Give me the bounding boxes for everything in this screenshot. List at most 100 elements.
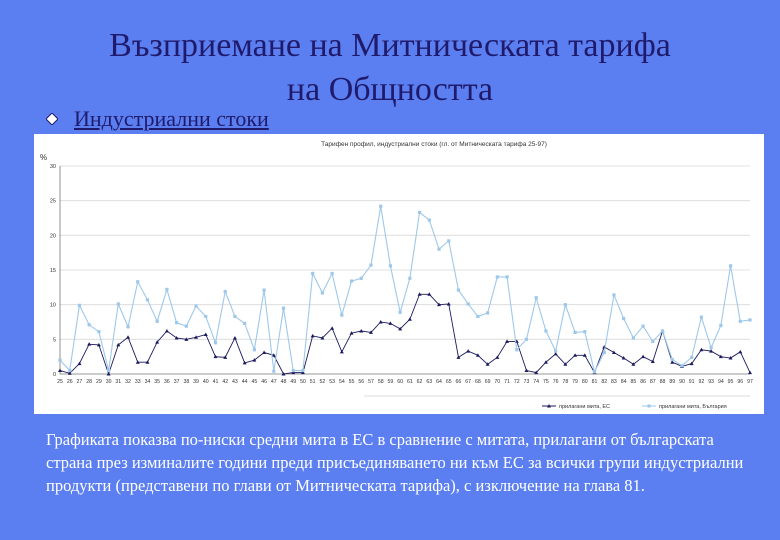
y-axis-label: % [40,153,47,162]
y-tick-label: 15 [50,268,56,274]
data-point-bg [447,239,451,243]
x-tick-label: 73 [524,379,530,385]
y-tick-label: 30 [50,164,56,170]
data-point-bg [184,324,188,328]
legend-marker-2 [647,404,651,408]
data-point-eu [232,335,237,340]
data-point-eu [553,351,558,356]
x-tick-label: 75 [543,379,549,385]
x-tick-label: 89 [669,379,675,385]
data-point-eu [77,361,82,366]
x-tick-label: 44 [242,379,248,385]
data-point-bg [466,302,470,306]
data-point-eu [524,368,529,373]
data-point-eu [320,335,325,340]
data-point-eu [87,342,92,346]
data-point-bg [116,302,120,306]
data-point-bg [272,369,276,373]
data-point-bg [213,341,218,345]
x-tick-label: 50 [300,379,306,385]
x-tick-label: 67 [465,379,471,385]
x-tick-label: 49 [290,379,296,385]
x-tick-label: 27 [77,379,83,385]
data-point-bg [340,313,344,317]
data-point-eu [582,353,587,357]
x-tick-label: 69 [485,379,491,385]
data-point-bg [699,315,704,319]
x-tick-label: 79 [572,379,578,385]
data-point-bg [252,348,256,352]
legend-label-2: прилагани мита, България [659,404,727,410]
data-point-bg [554,349,558,353]
bullet-text: Индустриални стоки [74,106,269,131]
data-point-eu [378,320,383,324]
x-tick-label: 68 [475,379,481,385]
x-tick-label: 94 [718,379,724,385]
data-point-eu [145,360,150,364]
data-point-eu [359,329,364,333]
x-tick-label: 35 [154,379,160,385]
data-point-bg [534,296,538,300]
data-point-eu [310,333,315,338]
data-point-eu [689,361,694,366]
x-tick-label: 40 [203,379,209,385]
x-tick-label: 59 [388,379,394,385]
data-point-bg [660,329,665,333]
data-point-bg [563,303,567,307]
caption-text: Графиката показва по-ниски средни мита в… [46,430,744,495]
legend-label-1: прилагани мита, ЕС [559,404,610,410]
x-tick-label: 37 [174,379,180,385]
series-line-2 [59,206,751,374]
x-tick-label: 39 [193,379,199,385]
x-tick-label: 26 [67,379,73,385]
x-tick-label: 51 [310,379,316,385]
data-point-eu [456,355,461,359]
x-tick-label: 34 [145,379,151,385]
x-tick-label: 64 [436,379,442,385]
slide-title: Възприемане на Митническата тарифа на Об… [0,24,780,112]
data-point-eu [466,349,471,353]
data-point-bg [709,346,713,350]
x-tick-label: 83 [611,379,617,385]
legend-marker-1 [547,404,551,408]
x-tick-label: 90 [679,379,685,385]
data-point-bg [320,291,324,295]
data-point-eu [96,342,101,347]
data-point-eu [699,347,704,352]
x-tick-label: 48 [281,379,287,385]
x-tick-label: 57 [368,379,374,385]
data-point-eu [252,358,257,362]
data-point-bg [77,303,82,307]
data-point-bg [437,247,441,251]
grid-layer [60,165,750,340]
data-point-eu [58,368,62,373]
chart-panel: Тарифен профил, индустриални стоки (гл. … [34,134,764,414]
data-point-eu [398,326,403,331]
data-point-bg [223,289,227,294]
x-tick-label: 66 [456,379,462,385]
data-point-bg [583,330,587,334]
data-point-bg [651,339,655,344]
data-point-bg [738,319,742,323]
data-point-bg [641,324,645,328]
data-point-eu [223,355,228,359]
x-tick-label: 36 [164,379,170,385]
data-point-bg [748,318,752,322]
x-tick-label: 58 [378,379,384,385]
x-tick-label: 80 [582,379,588,385]
data-point-eu [174,335,179,340]
data-point-eu [271,353,276,357]
data-point-eu [650,359,655,364]
data-point-bg [544,329,548,333]
x-tick-label: 93 [708,379,714,385]
x-tick-label: 72 [514,379,520,385]
y-tick-label: 5 [53,337,56,343]
data-point-eu [485,362,490,366]
data-point-eu [164,329,169,333]
x-tick-label: 85 [630,379,636,385]
data-point-eu [417,292,422,296]
data-point-bg [97,330,101,334]
data-point-bg [476,314,480,319]
data-point-bg [330,271,334,276]
data-point-eu [388,321,393,325]
